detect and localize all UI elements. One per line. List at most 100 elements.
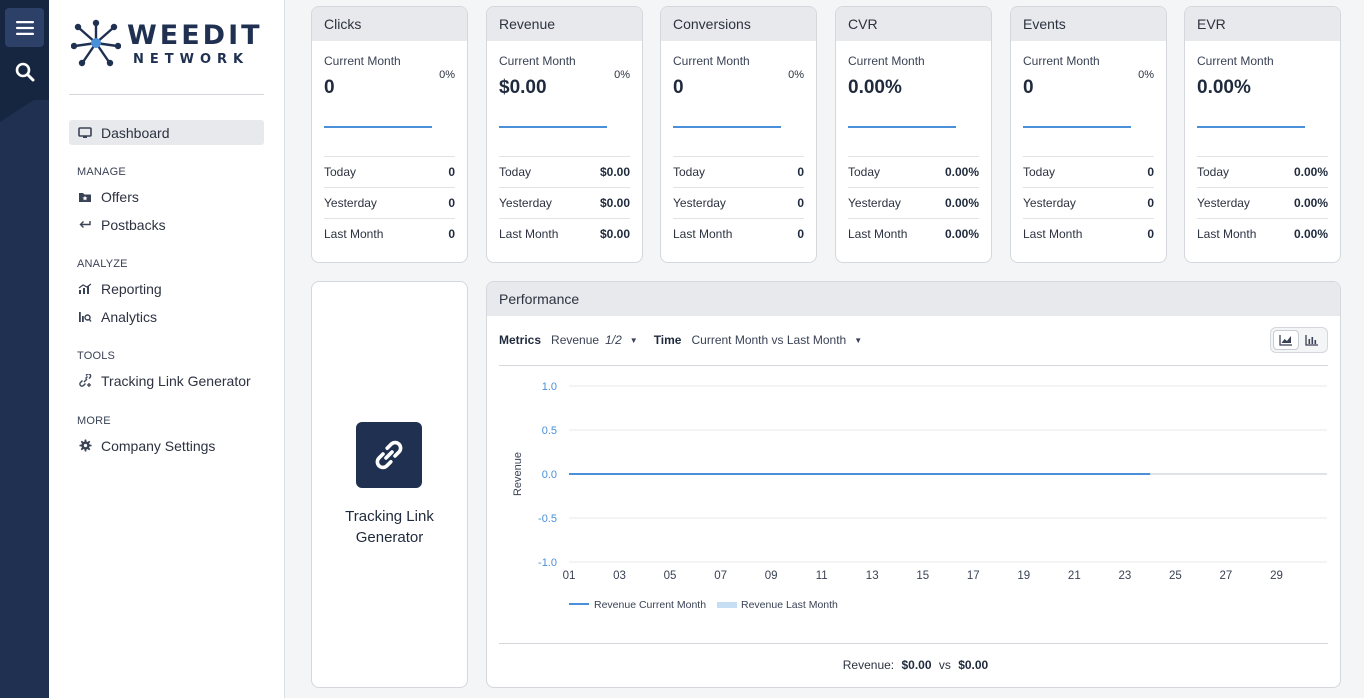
today-label: Today: [499, 165, 532, 179]
sidebar-item-label: Reporting: [101, 280, 162, 297]
folder-star-icon: [77, 189, 93, 205]
yesterday-value: 0: [1147, 196, 1154, 210]
current-month-value: 0: [324, 77, 335, 98]
stat-card-cvr[interactable]: CVR Current Month 0.00% Today 0.00% Yesterday…: [835, 6, 992, 263]
today-value: 0: [1147, 165, 1154, 179]
yesterday-label: Yesterday: [673, 196, 726, 210]
card-title: Events: [1011, 7, 1166, 41]
today-label: Today: [848, 165, 881, 179]
sidebar-item-label: Postbacks: [101, 216, 166, 233]
current-month-value: $0.00: [499, 77, 547, 98]
sidebar-item-offers[interactable]: Offers: [69, 184, 264, 209]
x-tick-label: 03: [613, 570, 626, 582]
today-value: 0.00%: [1293, 165, 1328, 179]
brand-name: WEEDIT: [127, 20, 263, 51]
sidebar-item-dashboard[interactable]: Dashboard: [69, 120, 264, 145]
metrics-label: Metrics: [499, 333, 542, 347]
today-value: 0: [797, 165, 804, 179]
x-tick-label: 15: [916, 570, 929, 582]
y-tick-label: -1.0: [538, 557, 557, 569]
current-month-label: Current Month: [848, 54, 925, 68]
performance-chart: 1.0 0.5 0.0 -0.5 -1.0 01 03 05 07 09 11 13 15 17 19 21 2…: [512, 381, 1327, 611]
line-chart-view-button[interactable]: [1273, 330, 1299, 350]
time-select[interactable]: Current Month vs Last Month: [691, 333, 847, 347]
summary-current-value: $0.00: [901, 658, 932, 672]
x-tick-label: 29: [1270, 570, 1283, 582]
last-month-value: 0.00%: [1293, 227, 1328, 241]
controls-divider: [499, 365, 1328, 366]
menu-button[interactable]: [5, 8, 44, 47]
caret-down-icon[interactable]: ▼: [629, 335, 638, 345]
today-row: Today 0: [673, 156, 804, 187]
card-title: EVR: [1185, 7, 1340, 41]
today-value: $0.00: [599, 165, 630, 179]
today-value: 0.00%: [944, 165, 979, 179]
yesterday-row: Yesterday 0: [324, 187, 455, 218]
caret-down-icon[interactable]: ▼: [854, 335, 863, 345]
sidebar-item-label: Tracking Link Generator: [101, 372, 251, 389]
time-label: Time: [653, 333, 682, 347]
stat-card-conversions[interactable]: Conversions Current Month 0 0% Today 0 Yesterd…: [660, 6, 817, 263]
today-row: Today $0.00: [499, 156, 630, 187]
rail-wedge: [0, 90, 49, 122]
search-icon: [15, 62, 34, 81]
sidebar-item-analytics[interactable]: Analytics: [69, 304, 264, 329]
bar-chart-view-button[interactable]: [1299, 330, 1325, 350]
legend-swatch-last: [717, 602, 737, 608]
brand-subname: NETWORK: [133, 52, 250, 67]
tracking-link-line1: Tracking Link: [345, 508, 434, 525]
sidebar-item-tracking-link-generator[interactable]: Tracking Link Generator: [69, 368, 264, 393]
last-month-label: Last Month: [324, 227, 384, 241]
search-button[interactable]: [5, 52, 44, 91]
current-month-value: 0: [673, 77, 684, 98]
card-title: Revenue: [487, 7, 642, 41]
yesterday-row: Yesterday 0: [1023, 187, 1154, 218]
stat-card-events[interactable]: Events Current Month 0 0% Today 0 Yesterday 0 La…: [1010, 6, 1167, 263]
yesterday-row: Yesterday 0: [673, 187, 804, 218]
brand-logo[interactable]: WEEDIT NETWORK: [71, 18, 267, 70]
last-month-value: 0: [797, 227, 804, 241]
stat-card-clicks[interactable]: Clicks Current Month 0 0% Today 0 Yesterday 0 La…: [311, 6, 468, 263]
yesterday-row: Yesterday 0.00%: [848, 187, 979, 218]
x-tick-label: 21: [1068, 570, 1081, 582]
legend-label-last: Revenue Last Month: [741, 599, 838, 611]
sidebar-item-label: Dashboard: [101, 124, 170, 141]
last-month-label: Last Month: [848, 227, 908, 241]
change-percent: 0%: [614, 69, 630, 81]
monitor-icon: [77, 125, 93, 141]
tracking-link-card[interactable]: Tracking Link Generator: [311, 281, 468, 688]
sidebar-divider: [69, 94, 264, 95]
left-rail: [0, 0, 49, 698]
current-month-label: Current Month: [1023, 54, 1100, 68]
today-row: Today 0.00%: [848, 156, 979, 187]
metrics-select[interactable]: Revenue 1/2: [551, 333, 622, 347]
stat-card-evr[interactable]: EVR Current Month 0.00% Today 0.00% Yesterday…: [1184, 6, 1341, 263]
card-title: Clicks: [312, 7, 467, 41]
current-month-value: 0: [1023, 77, 1034, 98]
link-plus-icon: [77, 373, 93, 389]
sidebar-item-postbacks[interactable]: Postbacks: [69, 212, 264, 237]
sidebar-item-company-settings[interactable]: Company Settings: [69, 433, 264, 458]
return-arrow-icon: [77, 217, 93, 233]
x-tick-label: 25: [1169, 570, 1182, 582]
last-month-row: Last Month 0.00%: [848, 218, 979, 249]
yesterday-label: Yesterday: [848, 196, 901, 210]
yesterday-label: Yesterday: [1197, 196, 1250, 210]
today-label: Today: [1197, 165, 1230, 179]
section-manage: MANAGE: [77, 166, 126, 178]
performance-panel: Performance Metrics Revenue 1/2 ▼ Time Cu…: [486, 281, 1341, 688]
stat-card-revenue[interactable]: Revenue Current Month $0.00 0% Today $0.00 Yes…: [486, 6, 643, 263]
network-logo-icon: [71, 19, 121, 67]
change-percent: 0%: [439, 69, 455, 81]
yesterday-label: Yesterday: [499, 196, 552, 210]
tracking-link-line2: Generator: [355, 529, 424, 546]
last-month-value: 0: [448, 227, 455, 241]
y-axis-label: Revenue: [512, 452, 524, 496]
last-month-row: Last Month 0.00%: [1197, 218, 1328, 249]
today-label: Today: [673, 165, 706, 179]
summary-divider: [499, 643, 1328, 644]
last-month-label: Last Month: [499, 227, 559, 241]
sidebar-item-reporting[interactable]: Reporting: [69, 276, 264, 301]
y-tick-label: 0.5: [542, 425, 557, 437]
sparkline: [848, 126, 956, 128]
